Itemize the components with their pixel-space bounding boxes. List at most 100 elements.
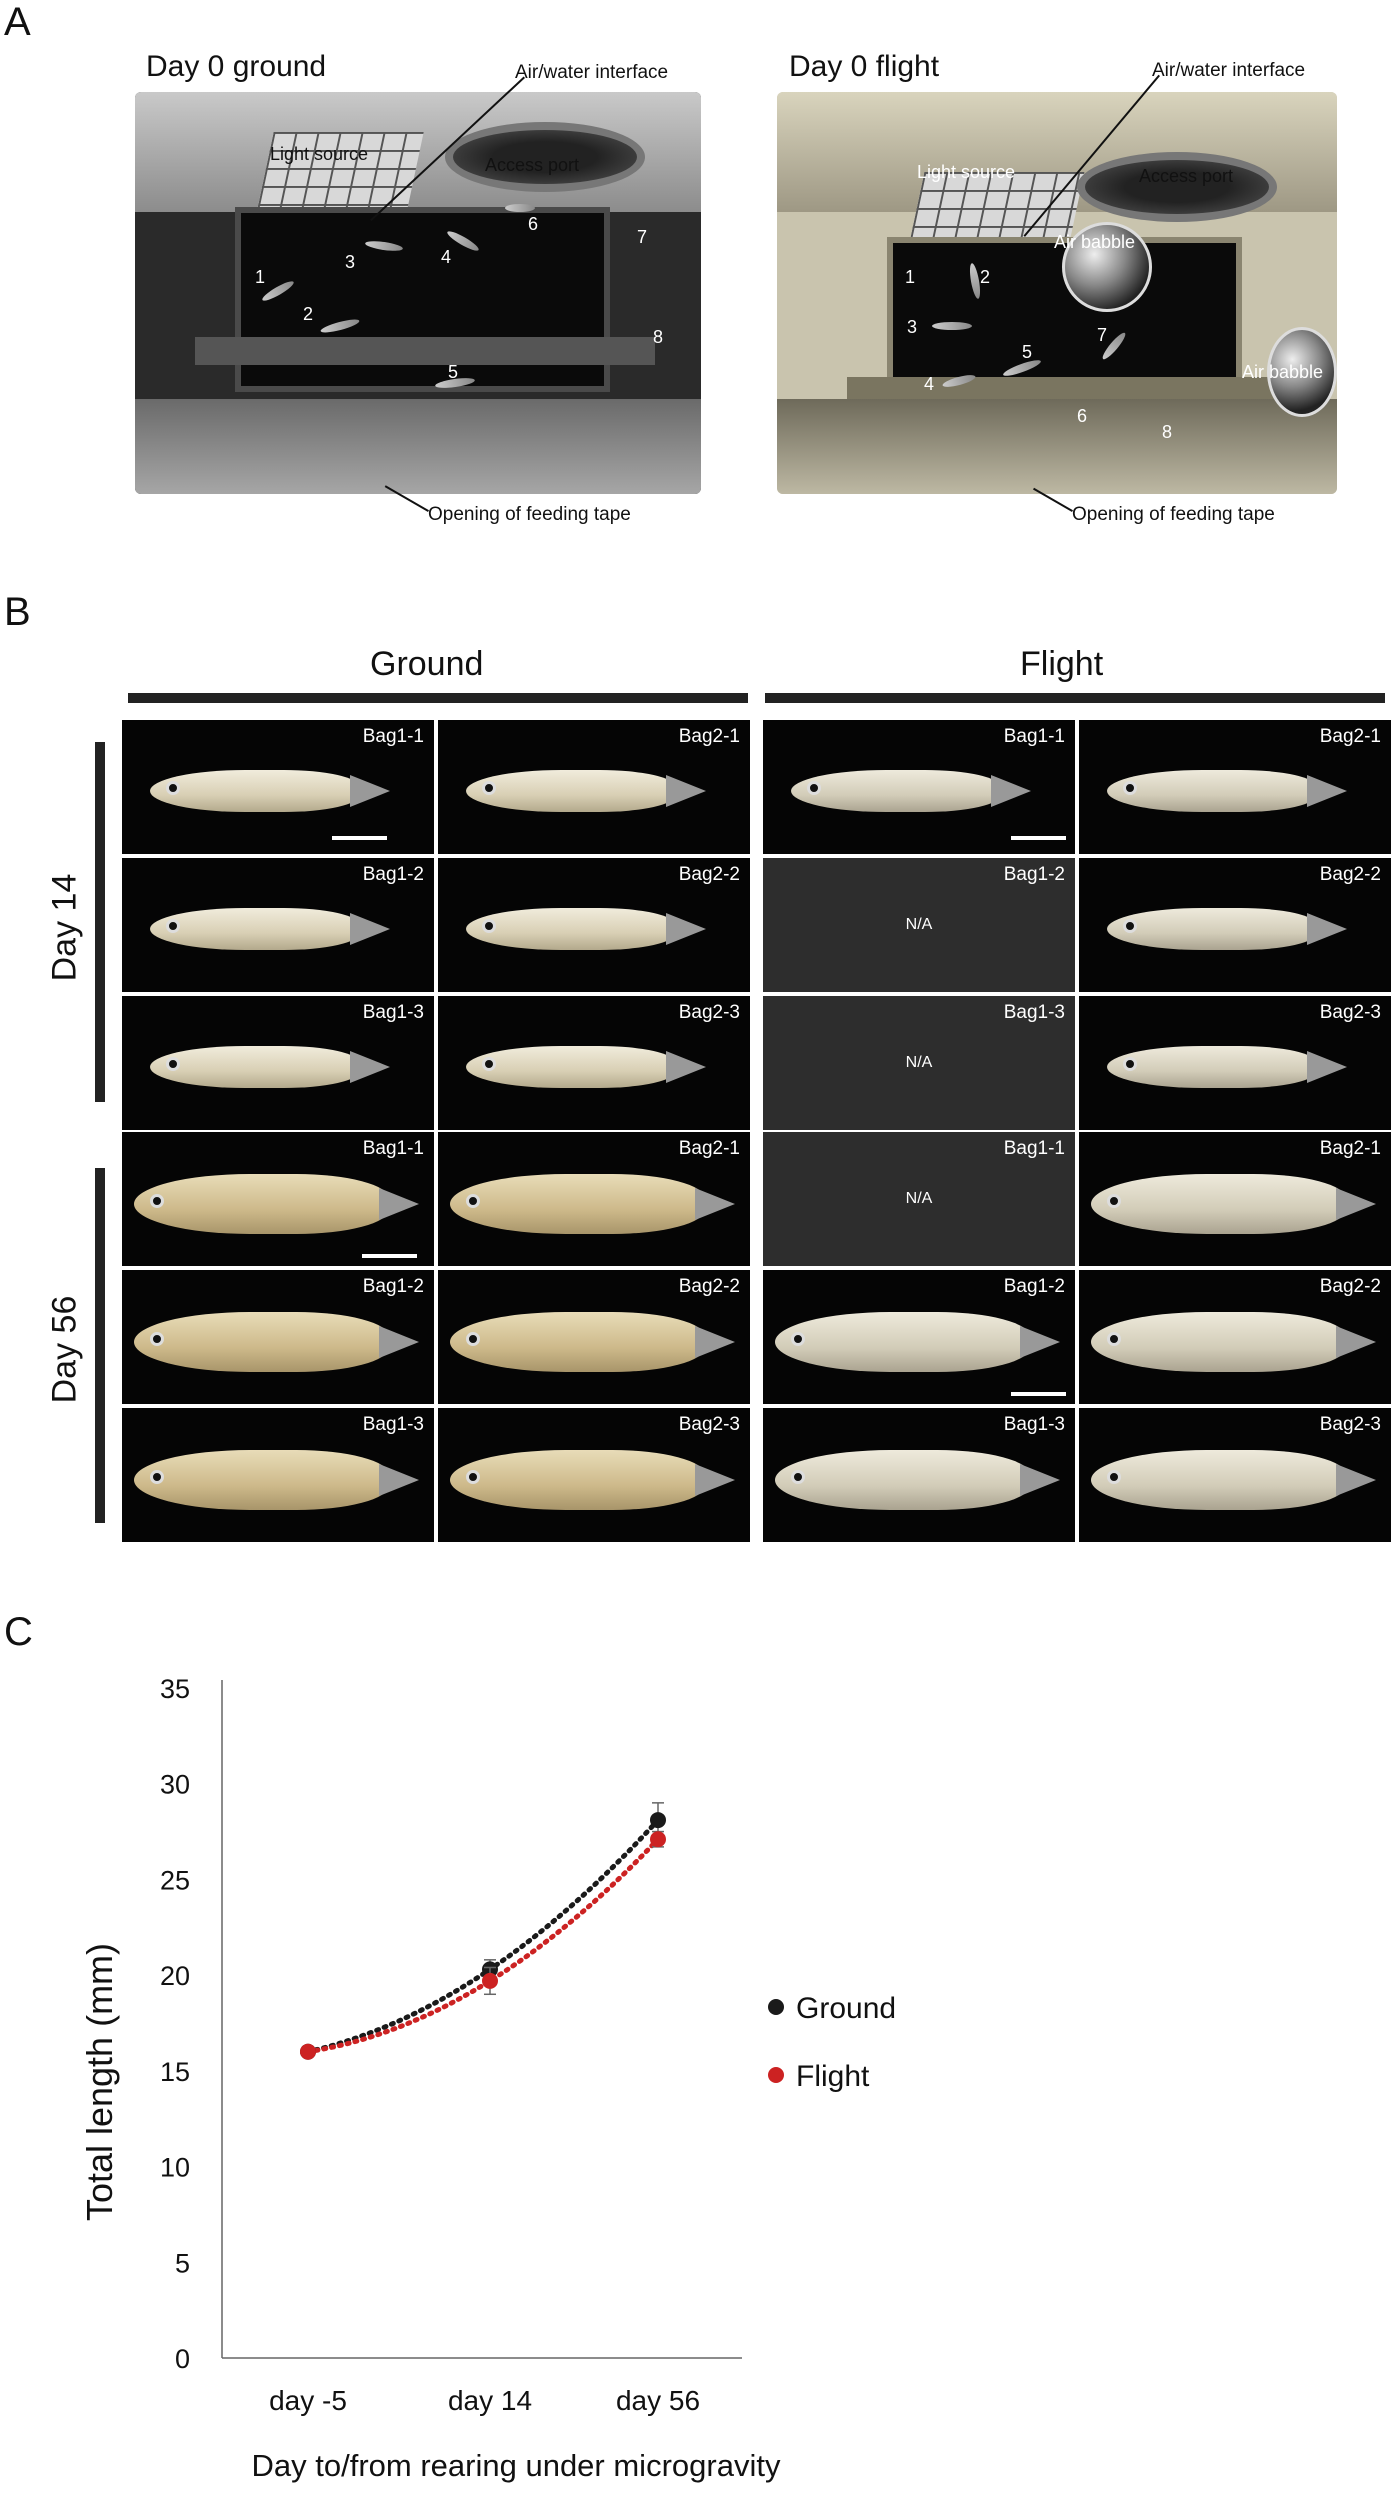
air-bubble (1062, 222, 1152, 312)
legend-label-flight: Flight (796, 2060, 870, 2093)
bag-label: Bag1-2 (1003, 864, 1065, 885)
light-source-label: Light source (917, 162, 1016, 182)
fish-eye (166, 781, 180, 795)
fish-specimen (134, 1174, 389, 1234)
fish-eye (1107, 1194, 1121, 1208)
fish-eye (482, 781, 496, 795)
day14-label: Day 14 (45, 873, 84, 982)
panel-a-right-title: Day 0 flight (789, 50, 940, 83)
fish-eye (1107, 1332, 1121, 1346)
legend-marker-flight (768, 2067, 784, 2083)
bag-label: Bag1-2 (1003, 1276, 1065, 1297)
panel-letter-c: C (4, 1610, 33, 1654)
day56-bar (95, 1168, 105, 1523)
fish-eye (150, 1470, 164, 1484)
fish-tail (991, 775, 1031, 807)
fish (505, 204, 535, 212)
air-bubble-label: Air babble (1242, 362, 1324, 382)
scale-bar (332, 836, 387, 840)
fish-tail (1307, 775, 1347, 807)
fish-photo: Bag2-2 (438, 1270, 750, 1404)
fish-photo: Bag2-1 (1079, 1132, 1391, 1266)
y-tick-label: 5 (175, 2248, 190, 2278)
fish-tail (1336, 1326, 1376, 1358)
fish-specimen (1107, 908, 1317, 950)
fish-specimen (134, 1312, 389, 1372)
fish-specimen (775, 1312, 1030, 1372)
panel-letter-a: A (4, 0, 31, 44)
bag-label: Bag1-1 (362, 726, 424, 747)
fish-eye (791, 1470, 805, 1484)
fish-specimen (466, 1046, 676, 1088)
fish-tail (350, 775, 390, 807)
ground-group-title: Ground (370, 645, 484, 683)
fish-photo: Bag2-1 (438, 720, 750, 854)
fish-number: 4 (924, 374, 935, 394)
fish-tail (1336, 1188, 1376, 1220)
fish-tail (695, 1464, 735, 1496)
fish-eye (466, 1194, 480, 1208)
fish-eye (150, 1332, 164, 1346)
fish-specimen (150, 770, 360, 812)
y-tick-label: 10 (160, 2153, 190, 2183)
fish-number: 6 (1077, 406, 1088, 426)
scale-bar (1011, 836, 1066, 840)
bag-label: Bag2-3 (1319, 1002, 1381, 1023)
bag-label: Bag2-2 (1319, 864, 1381, 885)
access-port-label: Access port (485, 155, 580, 175)
bag-label: Bag1-2 (362, 864, 424, 885)
fish-eye (482, 1057, 496, 1071)
fish-specimen (1091, 1450, 1346, 1510)
fish-specimen (150, 908, 360, 950)
legend-label-ground: Ground (796, 1992, 896, 2025)
fish-specimen (1091, 1312, 1346, 1372)
access-port-label: Access port (1139, 166, 1234, 186)
y-axis-label: Total length (mm) (79, 1943, 120, 2221)
fish-eye (482, 919, 496, 933)
fish-photo: Bag2-3 (438, 996, 750, 1130)
bag-label: Bag1-1 (362, 1138, 424, 1159)
y-tick-label: 15 (160, 2057, 190, 2087)
fish-eye (1123, 781, 1137, 795)
bag-label: Bag2-2 (678, 1276, 740, 1297)
fish-photo: Bag2-3 (1079, 996, 1391, 1130)
fish-number: 2 (303, 304, 314, 324)
access-port (445, 122, 645, 192)
na-text: N/A (905, 1054, 933, 1071)
y-tick-label: 20 (160, 1961, 190, 1991)
fish-tail (1020, 1326, 1060, 1358)
bag-label: Bag2-2 (678, 864, 740, 885)
panel-a-left-title: Day 0 ground (146, 50, 327, 83)
access-port (1077, 152, 1277, 222)
fish-photo: Bag2-3 (438, 1408, 750, 1542)
fish-eye (166, 919, 180, 933)
bag-label: Bag1-1 (1003, 726, 1065, 747)
fish-photo: Bag1-3 (763, 1408, 1075, 1542)
bag-label: Bag1-2 (362, 1276, 424, 1297)
fish-eye (1123, 1057, 1137, 1071)
fish-photo-na: Bag1-2 N/A (763, 858, 1075, 992)
day56-label: Day 56 (45, 1295, 84, 1404)
bag-label: Bag2-3 (1319, 1414, 1381, 1435)
fish-tail (1020, 1464, 1060, 1496)
y-tick-label: 35 (160, 1674, 190, 1704)
ground-group-bar (128, 693, 748, 703)
data-point-flight (300, 2043, 316, 2060)
bag-label: Bag2-1 (678, 726, 740, 747)
x-tick-label: day 56 (616, 2385, 700, 2416)
fish-photo: Bag2-3 (1079, 1408, 1391, 1542)
fish-number: 8 (1162, 422, 1173, 442)
aquarium-bottom (777, 399, 1337, 494)
fish-tail (1307, 1051, 1347, 1083)
fish-eye (791, 1332, 805, 1346)
air-bubble-label: Air babble (1054, 232, 1136, 252)
bag-label: Bag1-3 (1003, 1002, 1065, 1023)
scale-bar (1011, 1392, 1066, 1396)
fish-tail (379, 1464, 419, 1496)
fish-specimen (466, 908, 676, 950)
fish-photo: Bag1-2 (763, 1270, 1075, 1404)
y-tick-label: 30 (160, 1770, 190, 1800)
fish-photo: Bag1-1 (763, 720, 1075, 854)
air-bubble (1267, 327, 1337, 417)
fish-specimen (450, 1174, 705, 1234)
